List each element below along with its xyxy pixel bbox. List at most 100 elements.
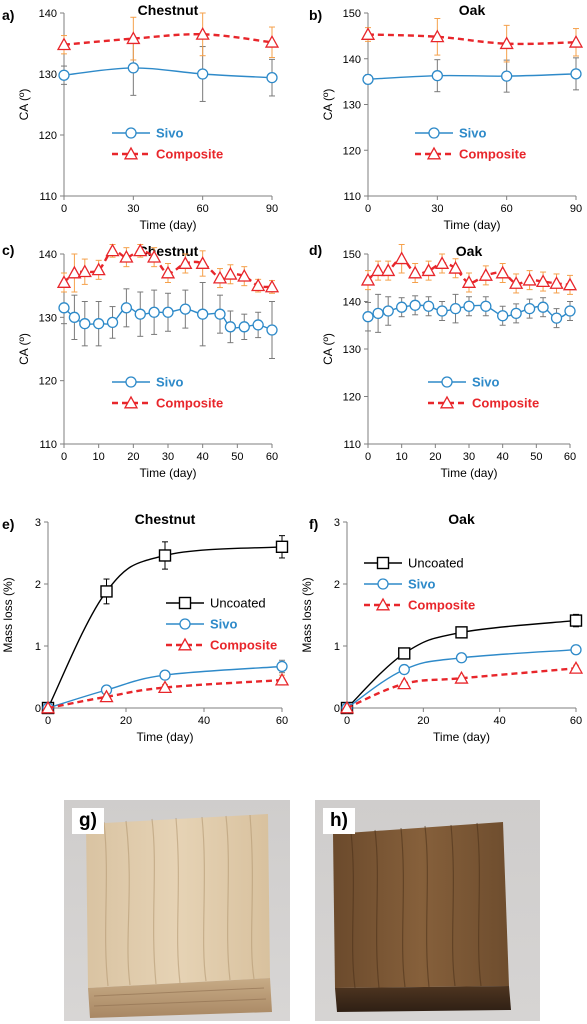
panel-d-sivo-point bbox=[422, 300, 435, 312]
panel-b-title: Oak bbox=[459, 2, 486, 18]
panel-c-y-tick-label: 110 bbox=[39, 439, 57, 451]
panel-c-x-tick-label: 60 bbox=[266, 451, 278, 463]
panel-e-label: e) bbox=[2, 516, 14, 532]
panel-d-y-tick-label: 130 bbox=[343, 344, 361, 356]
panel-d-sivo-point bbox=[510, 307, 522, 320]
panel-e-x-axis-title: Time (day) bbox=[137, 730, 194, 744]
panel-d-sivo-point bbox=[382, 305, 394, 317]
panel-b-legend-sivo-marker bbox=[428, 127, 440, 139]
panel-f-x-tick-label: 0 bbox=[344, 715, 350, 727]
panel-f-sivo-line bbox=[346, 649, 577, 709]
panel-b-x-tick-label: 90 bbox=[570, 203, 582, 215]
panel-a-composite-point bbox=[195, 27, 210, 40]
panel-d-composite-point bbox=[495, 265, 510, 279]
panel-c-x-tick-label: 10 bbox=[93, 451, 105, 463]
panel-f-composite-point bbox=[568, 660, 584, 674]
panel-b-composite-line bbox=[367, 33, 577, 46]
panel-d-composite-point bbox=[408, 265, 423, 279]
panel-c-legend-sivo-label: Sivo bbox=[156, 375, 184, 390]
panel-a-sivo-line bbox=[63, 67, 273, 79]
panel-a-sivo-point bbox=[127, 62, 139, 74]
panel-d-x-tick-label: 20 bbox=[429, 451, 441, 463]
panel-c-x-tick-label: 20 bbox=[127, 451, 139, 463]
panel-d-sivo-point bbox=[480, 300, 492, 312]
panel-a-legend-composite-label: Composite bbox=[156, 147, 223, 162]
panel-d-composite-point bbox=[509, 276, 524, 289]
panel-a-sivo-point bbox=[266, 72, 278, 84]
photo-oak-block: h) bbox=[315, 800, 540, 1021]
panel-c-sivo-point bbox=[179, 303, 191, 315]
panel-d-sivo-point bbox=[362, 311, 374, 323]
panel-b-y-tick-label: 110 bbox=[343, 191, 361, 203]
panel-f-title: Oak bbox=[448, 511, 475, 527]
panel-b-y-tick-label: 130 bbox=[343, 100, 361, 112]
panel-f-composite-line bbox=[346, 667, 577, 710]
panel-f-x-tick-label: 40 bbox=[494, 715, 506, 727]
panel-e-y-tick-label: 2 bbox=[35, 579, 41, 591]
panel-b-sivo-line bbox=[367, 73, 577, 80]
panel-d-legend-sivo-label: Sivo bbox=[472, 375, 500, 390]
panel-a-y-tick-label: 130 bbox=[39, 69, 57, 81]
panel-d-sivo-point bbox=[497, 310, 509, 322]
panel-d-composite-point bbox=[461, 275, 477, 288]
panel-b-label: b) bbox=[309, 7, 322, 23]
panel-c-composite-point bbox=[91, 262, 106, 276]
panel-e-composite-point bbox=[40, 700, 56, 714]
panel-f-y-axis-title: Mass loss (%) bbox=[300, 577, 314, 652]
panel-c-sivo-point bbox=[197, 308, 209, 320]
panel-e-sivo-line bbox=[47, 665, 283, 709]
panel-c-sivo-point bbox=[224, 321, 237, 333]
panel-f-y-tick-label: 2 bbox=[334, 579, 340, 591]
panel-a-sivo-point bbox=[197, 68, 209, 80]
panel-c-y-tick-label: 130 bbox=[39, 312, 57, 324]
panel-b-composite-point bbox=[499, 36, 514, 50]
panel-f-uncoated-line bbox=[346, 619, 577, 709]
panel-a-legend-composite-marker bbox=[123, 146, 139, 160]
panel-f-x-axis-title: Time (day) bbox=[433, 730, 490, 744]
panel-f-legend-composite-marker bbox=[375, 597, 391, 611]
panel-e-composite-point bbox=[157, 680, 173, 693]
panel-d-sivo-point bbox=[463, 300, 475, 312]
panel-e-legend-composite-label: Composite bbox=[210, 638, 277, 653]
panel-c-composite-point bbox=[251, 278, 266, 292]
panel-d-composite-point bbox=[394, 251, 409, 265]
panel-e-legend-sivo-label: Sivo bbox=[210, 617, 238, 632]
panel-e-x-tick-label: 0 bbox=[45, 715, 51, 727]
panel-e-uncoated-point bbox=[158, 549, 172, 562]
panel-f-x-tick-label: 60 bbox=[570, 715, 582, 727]
panel-b-x-tick-label: 30 bbox=[431, 203, 443, 215]
panel-d-y-tick-label: 110 bbox=[343, 439, 361, 451]
panel-b-composite-point bbox=[430, 29, 445, 43]
panel-d-composite-point bbox=[522, 272, 537, 286]
panel-d-composite-point bbox=[421, 263, 436, 277]
panel-c-x-tick-label: 40 bbox=[197, 451, 209, 463]
panel-f-uncoated-point bbox=[455, 626, 468, 639]
panel-e-uncoated-point bbox=[275, 540, 289, 553]
panel-b-legend-sivo-label: Sivo bbox=[459, 126, 487, 141]
panel-b-y-tick-label: 140 bbox=[343, 54, 361, 66]
panel-d-legend-sivo-marker bbox=[441, 376, 453, 388]
panel-f-legend-uncoated-marker bbox=[376, 556, 390, 570]
panel-c-sivo-point bbox=[106, 316, 119, 329]
panel-a-y-tick-label: 110 bbox=[39, 191, 57, 203]
panel-d-sivo-point bbox=[409, 299, 421, 311]
panel-a-x-axis-title: Time (day) bbox=[140, 218, 197, 232]
panel-b-sivo-point bbox=[570, 68, 582, 80]
panel-d-composite-point bbox=[360, 272, 376, 286]
panel-f-label: f) bbox=[309, 516, 318, 532]
panel-b-sivo-point bbox=[431, 70, 443, 82]
panel-c-composite-point bbox=[119, 249, 134, 263]
panel-f-composite-point bbox=[397, 676, 412, 690]
panel-c-composite-point bbox=[105, 243, 120, 257]
panel-c-x-tick-label: 30 bbox=[162, 451, 174, 463]
panel-e-sivo-point bbox=[159, 669, 171, 681]
panel-a-composite-point bbox=[56, 37, 72, 51]
panel-f-x-tick-label: 20 bbox=[417, 715, 429, 727]
panel-d-y-tick-label: 140 bbox=[343, 297, 361, 309]
panel-f-legend-sivo-marker bbox=[377, 578, 389, 590]
panel-b-y-axis-title: CA (º) bbox=[321, 89, 335, 121]
panel-f-sivo-point bbox=[398, 663, 410, 676]
panel-b-y-tick-label: 120 bbox=[343, 145, 361, 157]
panel-d-sivo-point bbox=[449, 302, 462, 315]
panel-d-x-tick-label: 60 bbox=[564, 451, 576, 463]
